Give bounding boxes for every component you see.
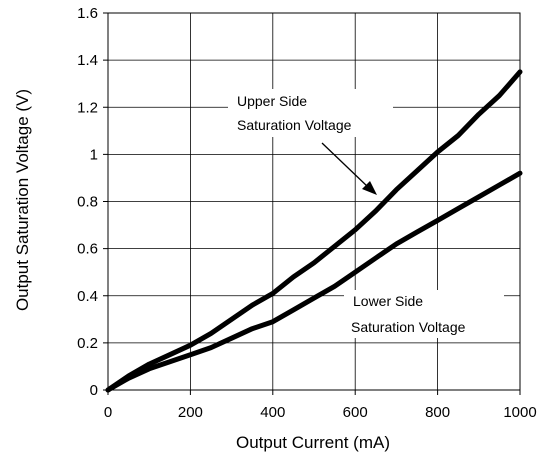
annotation-upper-arrow-head bbox=[362, 181, 377, 195]
annotation-upper-line2: Saturation Voltage bbox=[237, 117, 352, 133]
x-axis-title: Output Current (mA) bbox=[236, 433, 390, 452]
annotation-upper-line1: Upper Side bbox=[237, 93, 307, 109]
series-lower-line bbox=[105, 170, 523, 393]
series-upper-line bbox=[105, 69, 523, 393]
annotation-lower-bg bbox=[344, 290, 504, 338]
y-axis-title: Output Saturation Voltage (V) bbox=[13, 89, 32, 311]
tick-labels: 0 200 400 600 800 1000 0 0.2 0.4 0.6 0.8 1 1.2 1.4 1.6 bbox=[77, 5, 537, 421]
annotation-upper-arrow-shaft bbox=[321, 142, 369, 188]
x-tick-label: 800 bbox=[425, 404, 450, 421]
x-tick-label: 0 bbox=[104, 404, 112, 421]
y-tick-label: 0.2 bbox=[77, 335, 98, 352]
x-tick-label: 400 bbox=[260, 404, 285, 421]
x-tick-label: 600 bbox=[343, 404, 368, 421]
annotation-lower-line1: Lower Side bbox=[353, 293, 423, 309]
annotation-lower: Lower Side Saturation Voltage bbox=[344, 290, 504, 338]
annotation-lower-line2: Saturation Voltage bbox=[351, 319, 466, 335]
y-tick-label: 1.4 bbox=[77, 52, 98, 69]
x-tick-label: 200 bbox=[178, 404, 203, 421]
y-tick-label: 1 bbox=[90, 146, 98, 163]
y-tick-label: 0.6 bbox=[77, 241, 98, 258]
y-tick-label: 1.6 bbox=[77, 5, 98, 22]
annotation-upper: Upper Side Saturation Voltage bbox=[228, 89, 393, 195]
x-tick-label: 1000 bbox=[503, 404, 536, 421]
series-layer bbox=[105, 69, 523, 393]
y-tick-label: 0.4 bbox=[77, 288, 98, 305]
y-tick-label: 0 bbox=[90, 382, 98, 399]
y-tick-label: 0.8 bbox=[77, 194, 98, 211]
annotation-upper-bg bbox=[228, 89, 393, 137]
y-tick-label: 1.2 bbox=[77, 99, 98, 116]
